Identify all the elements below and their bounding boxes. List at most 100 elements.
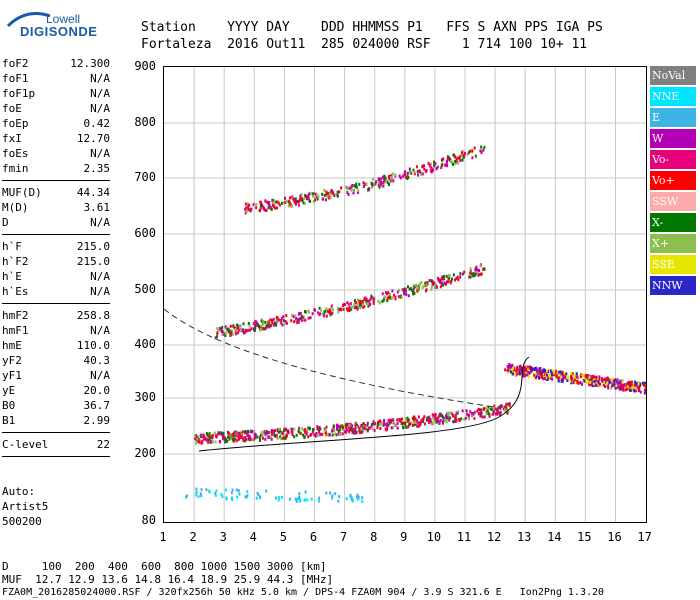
echo-point [622,384,625,388]
echo-point [338,432,341,436]
echo-point [423,284,426,288]
echo-point [424,170,427,174]
echo-point [403,170,406,174]
echo-point [280,316,283,320]
echo-point [430,170,433,174]
echo-point [412,415,415,419]
echo-point [269,206,272,210]
echo-point [202,437,205,441]
echo-point [460,154,463,158]
echo-point [297,203,300,207]
echo-point [404,417,407,421]
echo-point [330,496,333,500]
echo-point [392,418,395,422]
echo-point [445,274,448,278]
echo-point [412,287,415,291]
x-tick-label: 2 [189,530,197,544]
echo-point [467,413,470,417]
echo-point [330,306,333,310]
echo-point [316,427,319,431]
echo-point [469,149,472,153]
echo-point [398,417,401,421]
echo-point [420,418,423,422]
echo-point [542,377,545,381]
echo-point [307,426,310,430]
echo-point [255,496,258,500]
echo-point [348,426,351,430]
echo-point [220,431,223,435]
echo-point [211,440,214,444]
echo-point [271,199,274,203]
echo-point [452,153,455,157]
echo-point [406,416,409,420]
echo-point [425,283,428,287]
echo-point [215,489,218,493]
echo-point [234,437,237,441]
echo-point [425,418,428,422]
echo-point [357,497,360,501]
echo-point [413,172,416,176]
echo-point [602,383,605,387]
echo-point [355,430,358,434]
echo-point [228,437,231,441]
echo-point [388,176,391,180]
echo-point [590,376,593,380]
echo-point [438,414,441,418]
echo-point [202,433,205,437]
echo-point [414,283,417,287]
echo-point [324,309,327,313]
echo-point [639,382,642,386]
echo-point [442,421,445,425]
echo-point [432,281,435,285]
echo-point [451,414,454,418]
echo-point [284,427,287,431]
echo-point [565,372,568,376]
echo-point [397,295,400,299]
echo-point [446,157,449,161]
echo-point [302,317,305,321]
echo-point [353,184,356,188]
echo-point [479,410,482,414]
echo-point [472,412,475,416]
param-value: 22 [96,438,110,451]
echo-point [443,281,446,285]
echo-point [606,376,609,380]
echo-point [589,381,592,385]
echo-point [218,432,221,436]
echo-point [195,441,198,445]
echo-point [259,201,262,205]
echo-point [358,182,361,186]
echo-point [293,320,296,324]
echo-point [453,278,456,282]
echo-point [231,433,234,437]
echo-point [434,162,437,166]
echo-point [373,428,376,432]
echo-point [265,489,268,493]
echo-point [635,387,638,391]
echo-point [239,329,242,333]
echo-point [230,330,233,334]
echo-point [265,323,268,327]
echo-point [267,324,270,328]
echo-point [377,423,380,427]
echo-point [506,411,509,415]
echo-point [270,430,273,434]
echo-point [232,431,235,435]
echo-point [472,272,475,276]
echo-point [516,368,519,372]
echo-point [486,409,489,413]
echo-point [419,170,422,174]
echo-point [322,314,325,318]
echo-point [442,279,445,283]
echo-point [384,427,387,431]
echo-point [476,409,479,413]
echo-point [588,378,591,382]
echo-point [545,377,548,381]
echo-point [511,372,514,376]
echo-point [637,388,640,392]
echo-point [549,376,552,380]
echo-point [391,289,394,293]
echo-point [450,277,453,281]
echo-point [401,288,404,292]
echo-point [383,295,386,299]
